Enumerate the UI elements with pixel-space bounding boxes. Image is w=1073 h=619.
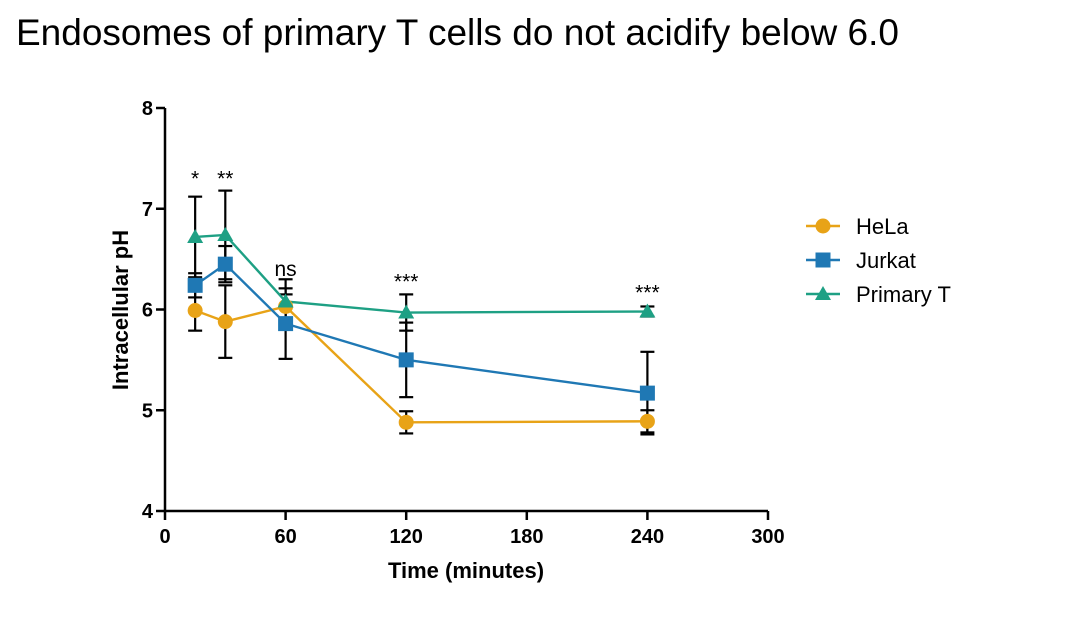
- x-tick-label: 240: [631, 526, 664, 548]
- markers-jurkat: [187, 256, 655, 401]
- data-point: [217, 256, 233, 272]
- data-point: [187, 277, 203, 293]
- data-point: [217, 314, 233, 330]
- data-point: [398, 304, 415, 319]
- data-point: [815, 252, 831, 268]
- chart-title: Endosomes of primary T cells do not acid…: [16, 12, 899, 53]
- y-tick-label: 7: [142, 199, 153, 221]
- data-point: [217, 226, 234, 241]
- markers-hela: [187, 298, 655, 430]
- data-point: [398, 352, 414, 368]
- x-tick-label: 300: [751, 526, 784, 548]
- axes: 4 5 6 7 8 0 60 120 180 240 300: [142, 98, 785, 548]
- data-point: [639, 413, 655, 429]
- data-point: [278, 316, 294, 332]
- data-point: [639, 385, 655, 401]
- significance-label: ***: [635, 281, 660, 304]
- legend: HeLa Jurkat Primary T: [806, 214, 951, 307]
- legend-label: HeLa: [856, 214, 909, 239]
- error-bars-hela: [188, 284, 655, 435]
- x-tick-label: 60: [274, 526, 296, 548]
- legend-item-primary-t: Primary T: [806, 282, 951, 307]
- series-line-hela: [194, 305, 648, 424]
- series-line-jurkat: [194, 262, 648, 395]
- data-point: [398, 414, 414, 430]
- error-bars-jurkat: [188, 244, 655, 436]
- legend-item-hela: HeLa: [806, 214, 909, 239]
- data-point: [277, 293, 294, 308]
- legend-label: Jurkat: [856, 248, 916, 273]
- data-point: [815, 218, 831, 234]
- significance-label: *: [191, 167, 199, 190]
- y-tick-label: 6: [142, 300, 153, 322]
- y-tick-label: 8: [142, 98, 153, 120]
- legend-item-jurkat: Jurkat: [806, 248, 916, 273]
- legend-label: Primary T: [856, 282, 951, 307]
- x-tick-label: 120: [390, 526, 423, 548]
- markers-primary-t: [187, 226, 656, 319]
- significance-annotations: * **ns*** ***: [191, 167, 660, 304]
- significance-label: **: [217, 167, 233, 190]
- y-axis-title: Intracellular pH: [108, 230, 133, 390]
- y-tick-label: 5: [142, 400, 153, 422]
- x-tick-label: 0: [159, 526, 170, 548]
- series-layer: [187, 189, 656, 436]
- data-point: [187, 228, 204, 243]
- data-point: [639, 303, 656, 318]
- x-tick-label: 180: [510, 526, 543, 548]
- y-tick-label: 4: [142, 501, 154, 523]
- significance-label: ns: [275, 258, 297, 281]
- error-bars-primary-t: [188, 189, 655, 332]
- data-point: [815, 286, 831, 300]
- significance-label: ***: [394, 270, 419, 293]
- data-point: [187, 303, 203, 319]
- x-axis-title: Time (minutes): [388, 558, 544, 583]
